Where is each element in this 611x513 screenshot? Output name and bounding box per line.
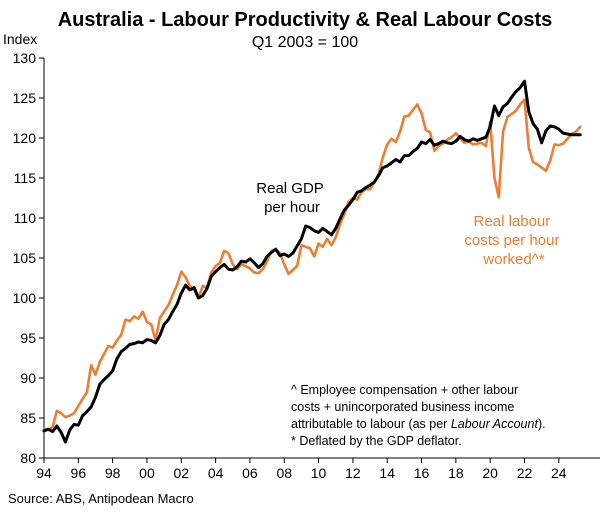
footnote-line-1: ^ Employee compensation + other labour: [291, 383, 518, 397]
y-axis: 80 85 90 95 100 105 110 115 120 125 130: [13, 50, 44, 466]
x-tick-label-24: 24: [551, 465, 567, 481]
x-tick-label-12: 12: [345, 465, 361, 481]
footnote-line-2: costs + unincorporated business income: [291, 400, 514, 414]
y-tick-label-90: 90: [20, 370, 36, 386]
x-tick-label-10: 10: [311, 465, 327, 481]
source-note: Source: ABS, Antipodean Macro: [8, 491, 194, 506]
x-tick-label-20: 20: [482, 465, 498, 481]
x-tick-label-06: 06: [242, 465, 258, 481]
y-tick-label-85: 85: [20, 410, 36, 426]
y-tick-label-130: 130: [13, 50, 37, 66]
footnote-line-4: * Deflated by the GDP deflator.: [291, 434, 462, 448]
series-label-labour-costs: Real labour costs per hour worked^*: [464, 213, 563, 268]
y-tick-label-105: 105: [13, 250, 37, 266]
footnote-line-3: attributable to labour (as per Labour Ac…: [291, 417, 546, 431]
chart-subtitle: Q1 2003 = 100: [252, 34, 358, 51]
series-line-real-gdp-per-hour: [42, 79, 582, 444]
series-label-labour-costs-line3: worked^*: [482, 251, 544, 268]
x-tick-label-04: 04: [208, 465, 224, 481]
x-tick-label-08: 08: [276, 465, 292, 481]
y-tick-label-95: 95: [20, 330, 36, 346]
x-tick-label-00: 00: [139, 465, 155, 481]
y-tick-label-115: 115: [14, 170, 37, 186]
y-tick-label-100: 100: [13, 290, 37, 306]
y-tick-label-120: 120: [13, 130, 37, 146]
x-axis: 94 96 98 00 02 04 06 08 10 12 14 16 18 20 22 24: [36, 458, 567, 481]
series-line-real-labour-costs: [42, 98, 582, 432]
footnote-annotation: ^ Employee compensation + other labour co…: [291, 383, 546, 448]
series-label-gdp-line1: Real GDP: [256, 180, 324, 197]
series-label-gdp: Real GDP per hour: [256, 180, 327, 216]
x-tick-label-22: 22: [517, 465, 533, 481]
x-tick-label-14: 14: [379, 465, 395, 481]
x-tick-label-96: 96: [71, 465, 87, 481]
plot-area: [42, 79, 582, 444]
y-axis-label: Index: [3, 31, 37, 47]
y-tick-label-80: 80: [20, 450, 36, 466]
x-tick-label-16: 16: [414, 465, 430, 481]
x-tick-label-94: 94: [36, 465, 52, 481]
series-label-labour-costs-line2: costs per hour: [464, 232, 559, 249]
chart-title: Australia - Labour Productivity & Real L…: [58, 9, 553, 31]
x-tick-label-02: 02: [173, 465, 189, 481]
x-tick-label-98: 98: [105, 465, 121, 481]
y-tick-label-110: 110: [14, 210, 37, 226]
series-label-gdp-line2: per hour: [264, 199, 320, 216]
y-tick-label-125: 125: [13, 90, 37, 106]
x-tick-label-18: 18: [448, 465, 464, 481]
series-label-labour-costs-line1: Real labour: [474, 213, 551, 230]
